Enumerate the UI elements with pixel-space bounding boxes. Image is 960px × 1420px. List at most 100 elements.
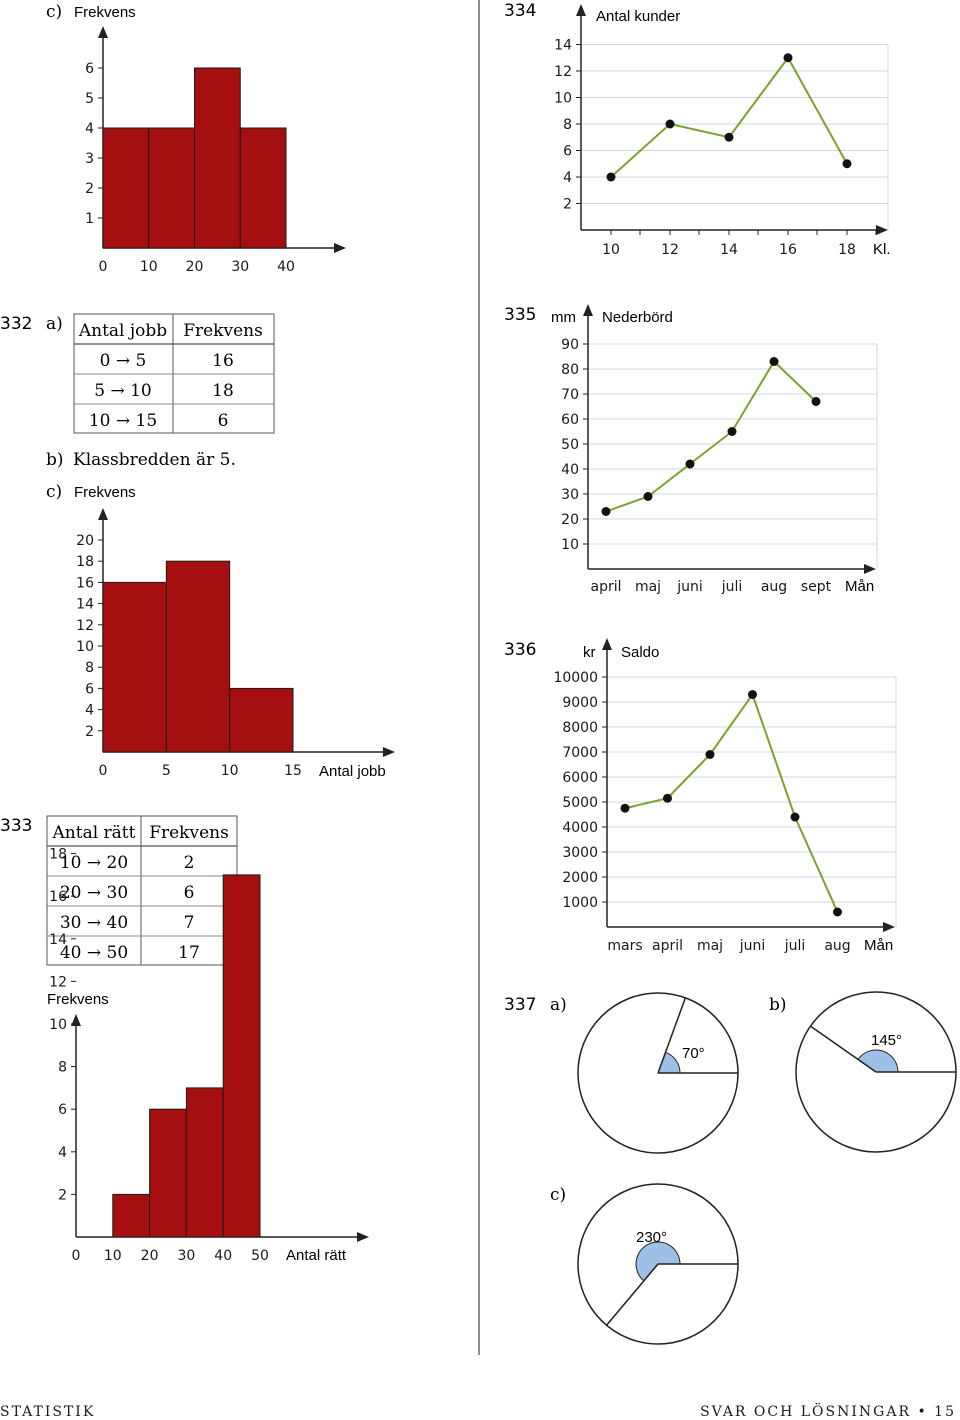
- data-point: [769, 357, 779, 366]
- y-tick-label: 16: [49, 889, 67, 905]
- data-point: [790, 812, 800, 822]
- x-tick-label: maj: [635, 579, 661, 595]
- x-tick-label: 10: [602, 242, 620, 258]
- y-tick-label: 12: [554, 64, 572, 80]
- x-tick-label: mars: [607, 938, 642, 954]
- y-tick-label: 3000: [562, 845, 598, 861]
- y-tick-label: 4: [563, 170, 572, 186]
- p333-xlabel: Antal rätt: [286, 1247, 347, 1264]
- p332-c-xlabel: Antal jobb: [319, 763, 386, 780]
- data-point: [727, 427, 737, 436]
- y-tick-label: 50: [561, 437, 579, 453]
- y-tick-label: 2000: [562, 870, 598, 886]
- x-tick-label: juni: [676, 579, 703, 595]
- data-point: [606, 172, 616, 182]
- y-tick-label: 5000: [562, 795, 598, 811]
- p332-b-label: b): [46, 450, 64, 470]
- data-point: [685, 459, 695, 469]
- y-tick-label: 4: [85, 703, 94, 719]
- line-chart-336: 1000 2000 3000 4000 5000 6000 7000 8000 9000 1000…: [553, 638, 897, 954]
- p332-c-ylabel: Frekvens: [74, 484, 136, 501]
- y-axis-arrow: [98, 508, 108, 520]
- p336-xunit: Mån: [864, 937, 893, 954]
- y-tick-label: 4: [58, 1145, 67, 1161]
- angle-label-b: 145°: [871, 1032, 902, 1049]
- data-point: [663, 793, 672, 803]
- y-tick-label: 12: [49, 974, 67, 990]
- p332-table: Antal jobb Frekvens 0 → 5 16 5 → 10 18 1…: [73, 313, 275, 434]
- x-tick-label: 20: [141, 1248, 159, 1264]
- table-cell: 6: [184, 883, 195, 903]
- x-tick-label: 12: [661, 242, 679, 258]
- p333-table: Antal rätt Frekvens 10 → 20 2 20 → 30 6 …: [46, 815, 238, 966]
- x-tick-label: 40: [277, 259, 295, 275]
- y-tick-label: 10000: [553, 670, 598, 686]
- y-tick-label: 14: [554, 38, 572, 54]
- y-tick-label: 2: [85, 724, 94, 740]
- histogram-bar: [229, 687, 294, 753]
- y-tick-label: 90: [561, 337, 579, 353]
- x-tick-label: 0: [99, 259, 108, 275]
- data-point: [601, 507, 611, 516]
- y-axis-arrow: [98, 26, 108, 38]
- p334-xunit: Kl.: [873, 241, 891, 258]
- p337-c-label: c): [550, 1185, 566, 1205]
- y-tick-label: 10: [554, 91, 572, 107]
- histogram-bar: [222, 874, 261, 1238]
- table-cell: 20 → 30: [60, 883, 128, 903]
- y-tick-label: 4000: [562, 820, 598, 836]
- x-tick-label: 50: [251, 1248, 269, 1264]
- x-tick-label: 20: [186, 259, 204, 275]
- y-tick-label: 8: [85, 660, 94, 676]
- data-point: [833, 907, 842, 917]
- table-cell: 10 → 20: [60, 853, 128, 873]
- p332-b-text: Klassbredden är 5.: [73, 450, 236, 470]
- histogram-bar: [112, 1193, 151, 1238]
- x-axis-arrow: [334, 243, 346, 253]
- y-tick-label: 80: [561, 362, 579, 378]
- y-tick-label: 14: [49, 932, 67, 948]
- data-point: [842, 159, 852, 169]
- histogram-333: 2 4 6 8 10 12 14 16 18 0 10 20 30 40 50: [49, 847, 369, 1264]
- page-number: 15: [934, 1404, 956, 1420]
- y-tick-label: 8000: [562, 720, 598, 736]
- x-tick-label: juli: [721, 579, 743, 595]
- y-tick-label: 4: [85, 121, 94, 137]
- angle-sector-c: [635, 1241, 681, 1282]
- x-tick-label: maj: [697, 938, 723, 954]
- y-tick-label: 12: [76, 618, 94, 634]
- x-tick-label: 40: [214, 1248, 232, 1264]
- x-tick-label: 30: [231, 259, 249, 275]
- y-tick-label: 20: [561, 512, 579, 528]
- line-chart-335: 10 20 30 40 50 60 70 80 90 april maj juni juli aug sep…: [561, 304, 878, 595]
- p335-yunit: mm: [551, 309, 576, 326]
- histogram-bar: [165, 560, 231, 753]
- data-point: [811, 397, 821, 406]
- x-tick-label: 30: [177, 1248, 195, 1264]
- data-point: [620, 803, 630, 813]
- problem-335-number: 335: [504, 305, 536, 325]
- problem-337-number: 337: [504, 995, 536, 1015]
- series-line: [605, 359, 817, 513]
- table-cell: 10 → 15: [89, 411, 157, 431]
- problem-332-number: 332: [0, 314, 32, 334]
- x-tick-label: april: [652, 938, 683, 954]
- p333-table-header-class: Antal rätt: [52, 823, 136, 843]
- y-tick-label: 8: [563, 117, 572, 133]
- data-point: [665, 119, 675, 129]
- angle-label-a: 70°: [682, 1045, 705, 1062]
- radius-line: [657, 997, 687, 1074]
- footer-book-title: SVAR OCH LÖSNINGAR: [700, 1404, 911, 1420]
- y-tick-label: 10: [76, 639, 94, 655]
- x-axis-arrow: [883, 922, 895, 932]
- histogram-331c: 1 2 3 4 5 6 0 10 20 30 40: [85, 26, 346, 275]
- histogram-bar: [239, 127, 287, 249]
- angle-circle-b: 145°: [795, 991, 957, 1153]
- x-axis-arrow: [876, 225, 888, 235]
- p331c-ylabel: Frekvens: [74, 4, 136, 21]
- y-tick-label: 14: [76, 597, 94, 613]
- series-line: [610, 55, 848, 178]
- table-cell: 18: [212, 381, 234, 401]
- x-tick-label: sept: [801, 579, 832, 595]
